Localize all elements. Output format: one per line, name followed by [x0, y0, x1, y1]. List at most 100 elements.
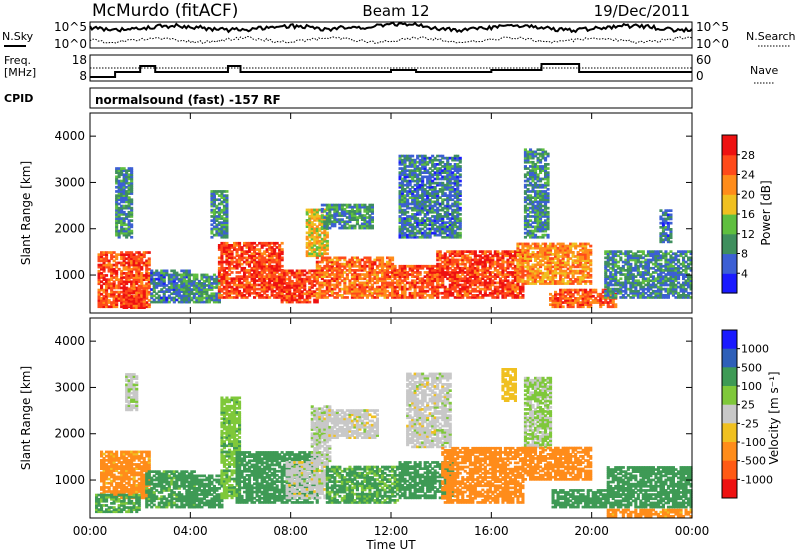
data-cell: [370, 287, 374, 291]
data-cell: [130, 300, 134, 303]
data-cell: [323, 224, 327, 228]
data-cell: [102, 297, 106, 300]
data-cell: [473, 258, 477, 262]
data-cell: [240, 285, 244, 289]
data-cell: [125, 280, 129, 284]
data-cell: [539, 154, 543, 158]
data-cell: [97, 290, 101, 294]
data-cell: [426, 279, 430, 283]
data-cell: [117, 196, 121, 199]
data-cell: [197, 286, 201, 289]
data-cell: [433, 202, 437, 206]
data-cell: [353, 203, 357, 207]
data-cell: [408, 291, 412, 295]
data-cell: [398, 266, 402, 270]
data-cell: [130, 298, 134, 301]
data-cell: [441, 181, 445, 185]
data-cell: [506, 294, 510, 297]
data-cell: [496, 289, 500, 293]
data-cell: [511, 250, 515, 253]
data-cell: [544, 196, 548, 199]
data-cell: [421, 198, 425, 202]
data-cell: [378, 279, 382, 283]
data-cell: [486, 277, 490, 281]
data-cell: [453, 177, 457, 181]
data-cell: [531, 208, 535, 212]
data-cell: [230, 289, 234, 293]
data-cell: [413, 231, 417, 235]
data-cell: [534, 273, 538, 277]
data-cell: [207, 298, 211, 302]
data-cell: [122, 289, 126, 293]
data-cell: [363, 226, 367, 230]
data-cell: [416, 221, 420, 224]
data-cell: [436, 264, 440, 268]
data-cell: [310, 237, 314, 241]
data-cell: [381, 287, 385, 291]
data-cell: [426, 273, 430, 276]
data-cell: [541, 253, 545, 256]
data-cell: [212, 215, 216, 218]
data-cell: [551, 271, 555, 275]
data-cell: [313, 212, 317, 216]
data-cell: [260, 254, 264, 258]
data-cell: [330, 216, 334, 219]
data-cell: [554, 282, 558, 285]
data-cell: [273, 248, 277, 251]
data-cell: [190, 273, 194, 277]
data-cell: [448, 262, 452, 266]
data-cell: [212, 194, 216, 197]
data-cell: [350, 273, 354, 276]
data-cell: [363, 287, 367, 291]
data-cell: [518, 287, 522, 291]
data-cell: [448, 252, 452, 256]
data-cell: [446, 273, 450, 276]
data-cell: [303, 282, 307, 285]
data-cell: [180, 300, 184, 304]
data-cell: [411, 294, 415, 297]
data-cell: [370, 264, 374, 268]
data-cell: [491, 279, 495, 283]
data-cell: [433, 285, 437, 289]
data-cell: [205, 273, 209, 277]
data-cell: [235, 262, 239, 266]
data-cell: [107, 294, 111, 298]
data-cell: [443, 169, 447, 172]
data-cell: [275, 291, 279, 295]
data-cell: [345, 296, 349, 299]
data-cell: [115, 198, 119, 202]
data-cell: [150, 296, 154, 300]
data-cell: [220, 208, 224, 212]
data-cell: [426, 175, 430, 179]
data-cell: [125, 179, 129, 183]
data-cell: [162, 282, 166, 285]
data-cell: [441, 217, 445, 220]
data-cell: [215, 298, 219, 302]
data-cell: [531, 173, 535, 177]
data-cell: [471, 262, 475, 266]
data-cell: [303, 279, 307, 283]
data-cell: [265, 277, 269, 281]
data-cell: [411, 198, 415, 202]
data-cell: [458, 175, 462, 179]
data-cell: [423, 229, 427, 233]
data-cell: [308, 223, 312, 226]
data-cell: [280, 256, 284, 260]
data-cell: [448, 229, 452, 233]
data-cell: [263, 256, 267, 260]
data-cell: [438, 256, 442, 260]
data-cell: [300, 296, 304, 300]
data-cell: [398, 192, 402, 195]
data-cell: [476, 271, 480, 274]
data-cell: [423, 289, 427, 293]
data-cell: [496, 291, 500, 295]
data-cell: [305, 277, 309, 281]
data-cell: [115, 208, 119, 212]
data-cell: [491, 289, 495, 293]
data-cell: [501, 283, 505, 287]
data-cell: [518, 259, 522, 262]
data-cell: [255, 248, 259, 251]
data-cell: [416, 281, 420, 285]
data-cell: [526, 251, 530, 254]
data-cell: [531, 246, 535, 250]
